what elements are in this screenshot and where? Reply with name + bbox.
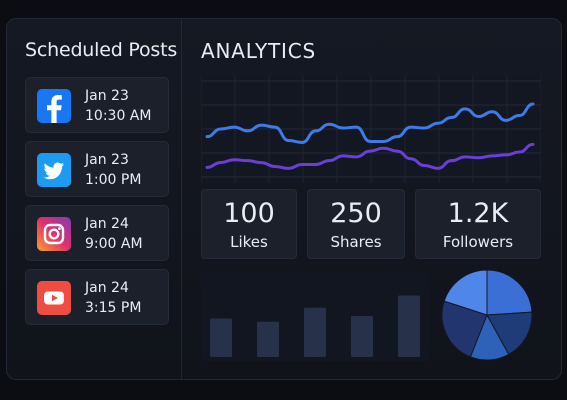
post-date: Jan 24: [85, 280, 129, 296]
likes-value: 100: [223, 198, 275, 229]
dashboard-panel: Scheduled Posts Jan 23 10:30 AM Jan 23 1…: [6, 18, 562, 380]
line-series-1: [205, 102, 535, 144]
followers-value: 1.2K: [447, 198, 509, 229]
bar: [351, 316, 373, 357]
pie-slice: [441, 300, 488, 358]
instagram-icon: [37, 217, 71, 251]
column-divider: [181, 19, 182, 379]
pie-slice: [486, 269, 533, 316]
bar-chart: [201, 271, 429, 361]
post-time: 10:30 AM: [85, 108, 152, 124]
analytics-title: ANALYTICS: [201, 39, 317, 63]
post-time: 9:00 AM: [85, 236, 143, 252]
likes-label: Likes: [230, 233, 268, 251]
bar: [210, 318, 232, 357]
followers-label: Followers: [442, 233, 514, 251]
likes-stat-card: 100 Likes: [201, 189, 297, 259]
scheduled-post-instagram[interactable]: Jan 24 9:00 AM: [25, 205, 169, 261]
pie-chart-svg: [441, 269, 533, 361]
pie-slice: [486, 311, 533, 356]
bar-chart-svg: [210, 295, 420, 357]
post-time: 1:00 PM: [85, 172, 142, 188]
shares-label: Shares: [330, 233, 382, 251]
bar: [304, 307, 326, 357]
youtube-icon: [37, 281, 71, 315]
pie-slice: [443, 269, 488, 316]
scheduled-post-twitter[interactable]: Jan 23 1:00 PM: [25, 141, 169, 197]
scheduled-posts-title: Scheduled Posts: [25, 39, 178, 61]
line-chart-svg: [200, 75, 542, 183]
pie-chart: [441, 269, 533, 361]
scheduled-post-youtube[interactable]: Jan 24 3:15 PM: [25, 269, 169, 325]
engagement-line-chart: [200, 75, 542, 183]
post-date: Jan 24: [85, 216, 129, 232]
shares-value: 250: [330, 198, 382, 229]
shares-stat-card: 250 Shares: [307, 189, 405, 259]
post-date: Jan 23: [85, 88, 129, 104]
facebook-icon: [37, 89, 71, 123]
bar: [398, 295, 420, 357]
scheduled-post-facebook[interactable]: Jan 23 10:30 AM: [25, 77, 169, 133]
post-time: 3:15 PM: [85, 300, 142, 316]
post-date: Jan 23: [85, 152, 129, 168]
line-series-2: [205, 142, 535, 170]
bar: [257, 321, 279, 357]
followers-stat-card: 1.2K Followers: [415, 189, 541, 259]
twitter-icon: [37, 153, 71, 187]
